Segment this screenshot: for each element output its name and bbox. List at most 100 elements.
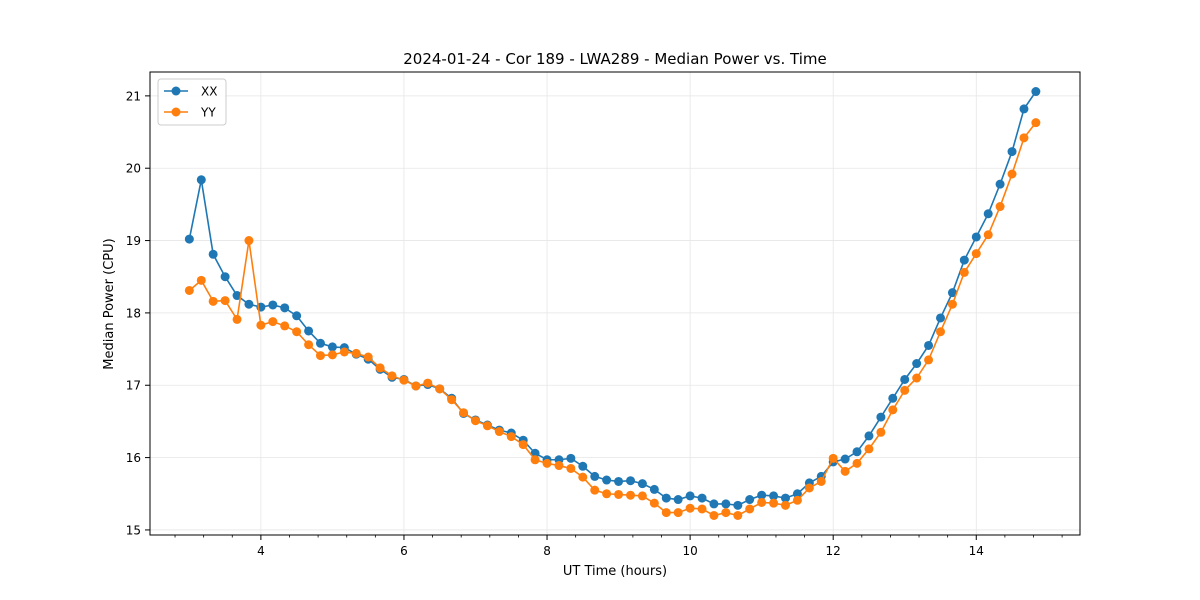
data-point-yy: [315, 351, 325, 361]
chart-title: 2024-01-24 - Cor 189 - LWA289 - Median P…: [403, 50, 827, 68]
data-point-xx: [208, 249, 218, 259]
data-point-xx: [983, 209, 993, 219]
data-point-yy: [578, 472, 588, 482]
data-point-yy: [327, 350, 337, 360]
data-point-yy: [1019, 133, 1029, 143]
data-point-yy: [840, 466, 850, 476]
data-point-yy: [399, 375, 409, 385]
data-point-xx: [661, 493, 671, 503]
data-point-yy: [554, 461, 564, 471]
data-point-yy: [673, 508, 683, 518]
legend-label-xx: XX: [201, 85, 217, 99]
data-point-yy: [542, 458, 552, 468]
y-tick-label: 18: [126, 306, 141, 320]
data-point-yy: [804, 483, 814, 493]
data-point-yy: [661, 508, 671, 518]
y-tick-label: 20: [126, 162, 141, 176]
data-point-yy: [852, 458, 862, 468]
data-point-xx: [852, 447, 862, 457]
data-point-yy: [780, 500, 790, 510]
data-point-xx: [959, 255, 969, 265]
data-point-xx: [697, 493, 707, 503]
data-point-xx: [936, 313, 945, 323]
data-point-xx: [590, 471, 600, 481]
y-tick-label: 19: [126, 234, 141, 248]
data-point-xx: [864, 431, 874, 441]
data-point-yy: [995, 202, 1005, 212]
data-point-xx: [971, 232, 981, 242]
data-point-xx: [268, 300, 278, 310]
data-point-xx: [220, 272, 230, 282]
x-tick-label: 6: [400, 544, 408, 558]
data-point-xx: [292, 311, 302, 321]
data-point-yy: [900, 385, 910, 395]
data-point-xx: [745, 495, 755, 505]
data-point-yy: [566, 463, 576, 473]
data-point-xx: [602, 475, 612, 485]
data-point-yy: [184, 285, 194, 295]
x-tick-label: 12: [826, 544, 841, 558]
data-point-yy: [471, 416, 480, 426]
data-point-xx: [244, 299, 254, 309]
data-point-yy: [363, 352, 373, 362]
data-point-xx: [304, 326, 314, 336]
data-point-yy: [697, 504, 707, 514]
data-point-xx: [1007, 147, 1017, 157]
x-tick-label: 10: [682, 544, 697, 558]
data-point-xx: [649, 484, 659, 494]
data-point-yy: [494, 427, 504, 437]
data-point-yy: [280, 321, 290, 331]
data-point-yy: [447, 395, 457, 405]
data-point-xx: [876, 412, 886, 422]
gridlines: [150, 72, 1080, 535]
data-point-xx: [709, 499, 719, 509]
data-point-yy: [459, 408, 469, 418]
data-point-yy: [745, 504, 755, 514]
data-point-yy: [983, 230, 993, 240]
data-point-yy: [268, 317, 278, 327]
data-point-yy: [411, 381, 421, 391]
data-point-xx: [637, 479, 647, 489]
data-point-yy: [864, 444, 874, 454]
data-point-xx: [327, 342, 337, 352]
data-point-yy: [947, 299, 957, 309]
data-point-yy: [959, 267, 969, 277]
x-tick-label: 8: [543, 544, 551, 558]
data-point-yy: [649, 498, 659, 508]
data-point-xx: [792, 489, 802, 499]
data-point-xx: [614, 476, 624, 486]
data-point-yy: [757, 497, 767, 507]
data-point-yy: [435, 384, 445, 394]
data-point-yy: [685, 503, 695, 513]
data-point-xx: [780, 493, 790, 503]
data-point-yy: [1031, 118, 1041, 128]
y-tick-label: 21: [126, 89, 141, 103]
data-point-yy: [256, 320, 266, 330]
data-point-yy: [709, 510, 719, 520]
data-point-yy: [530, 455, 540, 465]
data-point-yy: [482, 421, 492, 431]
data-point-yy: [828, 453, 838, 463]
y-tick-label: 16: [126, 451, 141, 465]
data-point-xx: [578, 461, 588, 471]
data-point-xx: [685, 491, 695, 501]
y-axis-label: Median Power (CPU): [102, 238, 117, 369]
data-point-yy: [733, 510, 743, 520]
data-point-yy: [375, 363, 385, 373]
data-point-yy: [876, 427, 886, 437]
y-tick-label: 17: [126, 379, 141, 393]
data-point-yy: [721, 508, 731, 518]
data-point-xx: [733, 500, 743, 510]
data-point-yy: [626, 490, 636, 500]
data-point-yy: [614, 489, 624, 499]
plot-frame: [149, 71, 1081, 536]
data-point-yy: [304, 340, 314, 350]
data-point-yy: [816, 476, 826, 486]
data-point-xx: [757, 490, 767, 500]
series-layer: [184, 87, 1041, 520]
data-point-xx: [924, 340, 934, 350]
x-axis-label: UT Time (hours): [563, 564, 667, 579]
legend-marker-yy: [171, 107, 181, 117]
data-point-xx: [840, 454, 850, 464]
